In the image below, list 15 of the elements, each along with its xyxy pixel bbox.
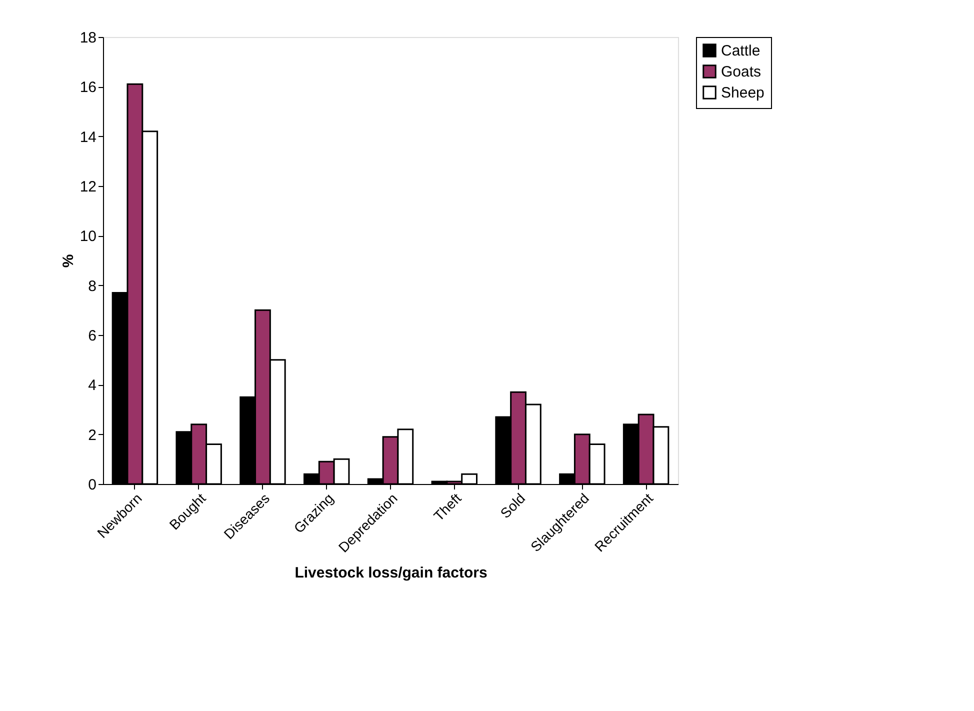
y-tick-label: 6 xyxy=(88,328,96,344)
legend-label: Sheep xyxy=(721,84,764,102)
legend-label: Cattle xyxy=(721,42,760,60)
y-tick-label: 12 xyxy=(80,178,96,196)
y-tick-label: 2 xyxy=(88,426,96,444)
y-tick-label: 16 xyxy=(80,79,96,96)
x-axis-title: Livestock loss/gain factors xyxy=(294,564,488,582)
y-tick-label: 18 xyxy=(80,30,96,46)
y-tick-label: 4 xyxy=(88,377,96,394)
y-axis-title: % xyxy=(60,254,77,268)
legend-label: Goats xyxy=(721,64,762,80)
y-tick-label: 0 xyxy=(88,476,96,494)
y-tick-label: 10 xyxy=(80,228,96,246)
y-tick-label: 14 xyxy=(80,128,96,146)
y-tick-label: 8 xyxy=(88,278,96,295)
